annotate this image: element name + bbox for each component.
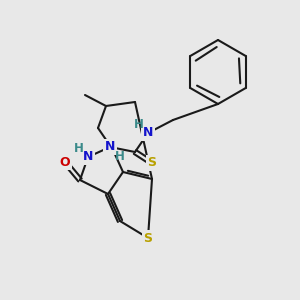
Text: H: H — [115, 149, 125, 163]
Text: S: S — [143, 232, 152, 244]
Text: N: N — [83, 151, 93, 164]
Text: H: H — [134, 118, 144, 130]
Text: H: H — [74, 142, 84, 154]
Text: O: O — [60, 155, 70, 169]
Text: S: S — [148, 157, 157, 169]
Text: N: N — [105, 140, 115, 154]
Text: N: N — [143, 127, 153, 140]
